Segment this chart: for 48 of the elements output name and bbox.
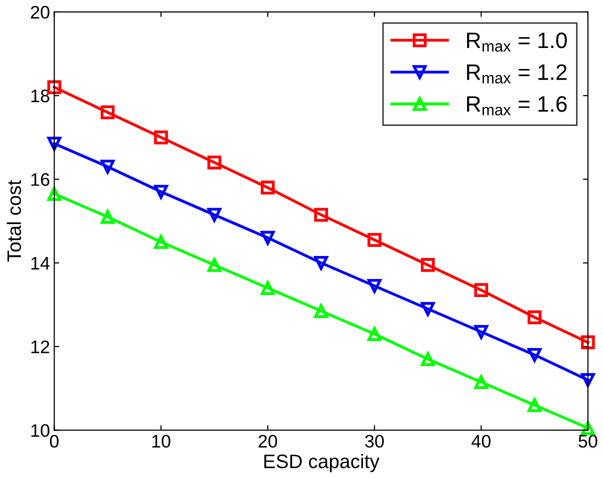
- point: [100, 210, 115, 224]
- point: [260, 180, 275, 195]
- point: [154, 130, 168, 144]
- point: [207, 156, 222, 170]
- x-tick-label: 50: [578, 434, 598, 448]
- point: [47, 186, 62, 201]
- point: [368, 327, 382, 341]
- point: [314, 208, 328, 222]
- point: [154, 235, 168, 249]
- point: [528, 348, 542, 362]
- y-axis-title: Total cost: [6, 180, 22, 262]
- point: [580, 335, 595, 350]
- point: [314, 256, 328, 270]
- point: [528, 398, 542, 412]
- point: [100, 160, 115, 174]
- x-tick-label: 40: [472, 434, 491, 448]
- x-tick-label: 20: [258, 434, 278, 448]
- legend-label: R$_{max}$ = 1.2: [467, 64, 567, 84]
- point: [474, 283, 488, 298]
- point: [580, 373, 595, 387]
- point: [100, 105, 115, 120]
- y-tick-label: 20: [30, 6, 50, 19]
- point: [207, 208, 222, 222]
- point: [314, 304, 328, 318]
- point: [47, 136, 62, 151]
- x-tick-label: 30: [365, 434, 384, 448]
- legend-label: R$_{max}$ = 1.6: [467, 96, 567, 116]
- point: [474, 324, 488, 339]
- point: [207, 258, 222, 272]
- x-tick-label: 10: [152, 434, 170, 448]
- y-tick-label: 10: [31, 424, 50, 437]
- point: [368, 232, 382, 247]
- legend-label: R$_{max}$ = 1.0: [467, 32, 567, 52]
- point: [154, 184, 168, 199]
- x-axis-title: ESD capacity: [264, 454, 380, 472]
- point: [368, 278, 382, 293]
- y-tick-label: 14: [31, 257, 50, 270]
- point: [420, 258, 435, 272]
- y-tick-label: 12: [31, 340, 50, 354]
- point: [260, 281, 275, 295]
- y-tick-label: 16: [31, 173, 50, 186]
- point: [420, 352, 435, 366]
- point: [528, 310, 542, 324]
- point: [420, 302, 435, 316]
- x-tick-label: 0: [50, 434, 59, 448]
- point: [474, 375, 488, 390]
- point: [260, 230, 275, 245]
- point: [580, 421, 595, 436]
